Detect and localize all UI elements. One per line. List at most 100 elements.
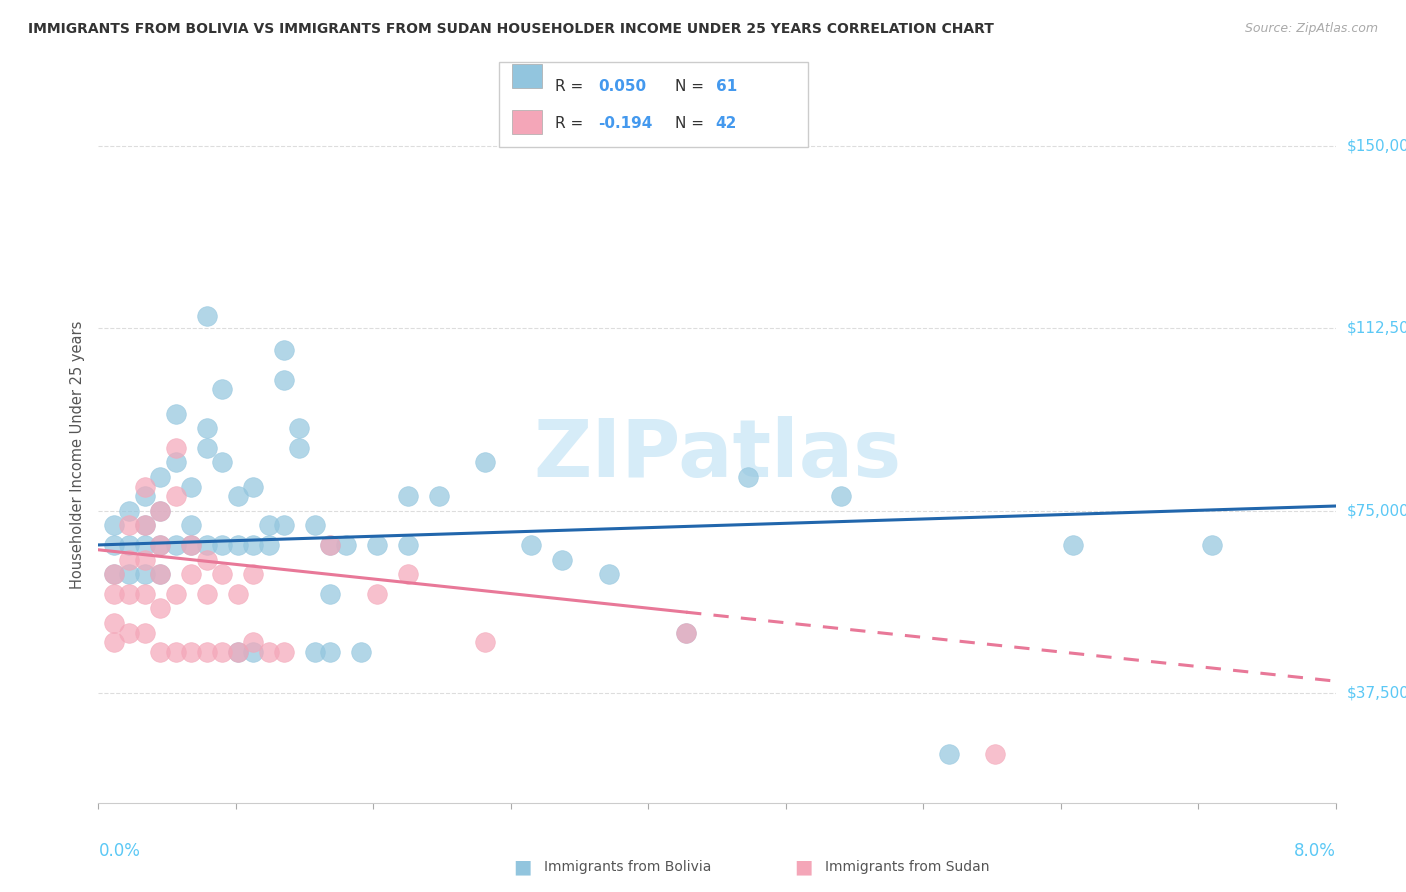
Point — [134, 518, 156, 533]
Point — [257, 538, 280, 552]
Point — [257, 645, 280, 659]
Point — [242, 538, 264, 552]
Point — [118, 504, 141, 518]
Point — [273, 645, 295, 659]
Point — [366, 538, 388, 552]
Point — [149, 504, 172, 518]
Point — [134, 479, 156, 493]
Point — [830, 489, 852, 503]
Text: 0.0%: 0.0% — [98, 842, 141, 860]
Point — [211, 567, 233, 582]
Point — [149, 601, 172, 615]
Point — [273, 343, 295, 358]
Point — [242, 645, 264, 659]
Point — [598, 567, 620, 582]
Text: Immigrants from Sudan: Immigrants from Sudan — [825, 860, 990, 874]
Point — [350, 645, 373, 659]
Point — [319, 586, 342, 600]
Point — [134, 518, 156, 533]
Text: 42: 42 — [716, 116, 737, 131]
Point — [165, 455, 187, 469]
Point — [149, 645, 172, 659]
Text: -0.194: -0.194 — [598, 116, 652, 131]
Point — [180, 538, 202, 552]
Text: ■: ■ — [794, 857, 813, 877]
Point — [103, 586, 125, 600]
Point — [319, 538, 342, 552]
Point — [242, 479, 264, 493]
Text: 0.050: 0.050 — [598, 78, 647, 94]
Point — [134, 489, 156, 503]
Point — [474, 455, 496, 469]
Text: R =: R = — [555, 116, 588, 131]
Point — [118, 586, 141, 600]
Point — [118, 538, 141, 552]
Point — [273, 372, 295, 386]
Point — [366, 586, 388, 600]
Point — [180, 479, 202, 493]
Point — [195, 586, 218, 600]
Text: 61: 61 — [716, 78, 737, 94]
Point — [288, 441, 311, 455]
Text: $150,000: $150,000 — [1347, 138, 1406, 153]
Text: $112,500: $112,500 — [1347, 321, 1406, 336]
Point — [211, 538, 233, 552]
Point — [737, 470, 759, 484]
Point — [211, 645, 233, 659]
Point — [195, 645, 218, 659]
Point — [149, 567, 172, 582]
Point — [149, 504, 172, 518]
Point — [149, 538, 172, 552]
Point — [427, 489, 450, 503]
Point — [195, 538, 218, 552]
Text: Immigrants from Bolivia: Immigrants from Bolivia — [544, 860, 711, 874]
Point — [984, 747, 1007, 761]
Text: R =: R = — [555, 78, 588, 94]
Point — [242, 567, 264, 582]
Point — [195, 421, 218, 435]
Point — [165, 407, 187, 421]
Point — [165, 441, 187, 455]
Point — [551, 552, 574, 566]
Point — [226, 645, 249, 659]
Point — [180, 538, 202, 552]
Point — [180, 645, 202, 659]
Text: N =: N = — [675, 78, 709, 94]
Point — [319, 538, 342, 552]
Point — [134, 552, 156, 566]
Y-axis label: Householder Income Under 25 years: Householder Income Under 25 years — [70, 321, 86, 589]
Point — [195, 441, 218, 455]
Point — [103, 518, 125, 533]
Point — [520, 538, 543, 552]
Point — [149, 470, 172, 484]
Point — [103, 567, 125, 582]
Point — [103, 538, 125, 552]
Text: IMMIGRANTS FROM BOLIVIA VS IMMIGRANTS FROM SUDAN HOUSEHOLDER INCOME UNDER 25 YEA: IMMIGRANTS FROM BOLIVIA VS IMMIGRANTS FR… — [28, 22, 994, 37]
Point — [165, 489, 187, 503]
Text: $37,500: $37,500 — [1347, 686, 1406, 701]
Point — [474, 635, 496, 649]
Point — [195, 310, 218, 324]
Point — [149, 567, 172, 582]
Point — [118, 518, 141, 533]
Text: 8.0%: 8.0% — [1294, 842, 1336, 860]
Point — [195, 552, 218, 566]
Point — [134, 586, 156, 600]
Point — [149, 538, 172, 552]
Text: Source: ZipAtlas.com: Source: ZipAtlas.com — [1244, 22, 1378, 36]
Point — [675, 625, 697, 640]
Text: ■: ■ — [513, 857, 531, 877]
Point — [226, 645, 249, 659]
Point — [938, 747, 960, 761]
Point — [118, 552, 141, 566]
Point — [180, 518, 202, 533]
Point — [103, 567, 125, 582]
Bar — [512, 64, 543, 88]
Point — [304, 645, 326, 659]
Point — [118, 567, 141, 582]
Text: $75,000: $75,000 — [1347, 503, 1406, 518]
Point — [1201, 538, 1223, 552]
Point — [118, 625, 141, 640]
Point — [165, 586, 187, 600]
Point — [288, 421, 311, 435]
